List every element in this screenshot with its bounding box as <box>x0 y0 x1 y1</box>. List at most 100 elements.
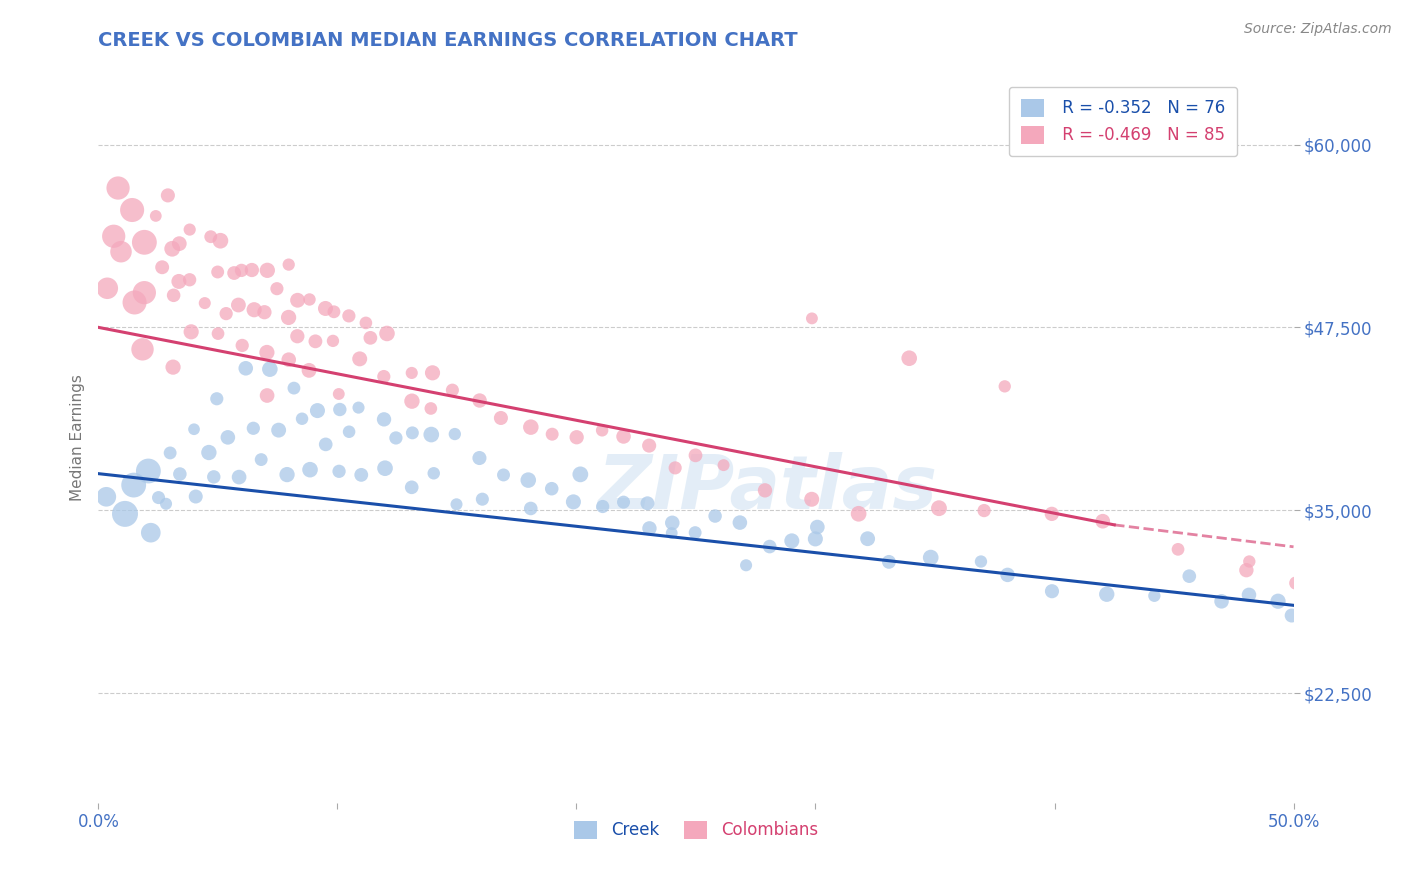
Point <box>169 467 191 481</box>
Point <box>401 480 423 494</box>
Point <box>1285 576 1308 591</box>
Point <box>307 403 329 417</box>
Point <box>565 430 588 444</box>
Point <box>520 420 543 434</box>
Point <box>267 423 290 437</box>
Point <box>114 507 136 521</box>
Point <box>1178 569 1201 583</box>
Point <box>167 275 190 289</box>
Point <box>314 301 336 316</box>
Point <box>1237 588 1260 602</box>
Point <box>228 470 250 484</box>
Point <box>169 236 191 251</box>
Point <box>373 412 395 426</box>
Point <box>259 362 281 376</box>
Point <box>374 461 396 475</box>
Point <box>970 555 993 569</box>
Point <box>304 334 326 349</box>
Point <box>121 202 143 217</box>
Point <box>562 495 585 509</box>
Point <box>183 422 205 436</box>
Point <box>96 490 118 504</box>
Point <box>780 533 803 548</box>
Point <box>877 555 900 569</box>
Point <box>422 366 444 380</box>
Legend: Creek, Colombians: Creek, Colombians <box>564 811 828 849</box>
Point <box>401 366 423 380</box>
Point <box>754 483 776 498</box>
Point <box>441 383 464 397</box>
Point <box>1095 587 1118 601</box>
Point <box>1091 514 1114 528</box>
Point <box>322 334 344 348</box>
Point <box>184 490 207 504</box>
Point <box>373 369 395 384</box>
Point <box>354 316 377 330</box>
Point <box>591 423 613 437</box>
Point <box>131 343 153 357</box>
Point <box>540 482 562 496</box>
Point <box>492 467 515 482</box>
Point <box>419 401 441 416</box>
Point <box>661 526 683 541</box>
Text: CREEK VS COLOMBIAN MEDIAN EARNINGS CORRELATION CHART: CREEK VS COLOMBIAN MEDIAN EARNINGS CORRE… <box>98 31 799 50</box>
Point <box>1167 542 1189 557</box>
Point <box>107 181 129 195</box>
Point <box>124 295 146 310</box>
Point <box>471 492 494 507</box>
Point <box>804 532 827 546</box>
Text: ZIPatlas: ZIPatlas <box>598 451 938 524</box>
Point <box>96 281 118 295</box>
Point <box>194 296 217 310</box>
Point <box>243 302 266 317</box>
Point <box>661 516 683 530</box>
Point <box>298 363 321 377</box>
Point <box>728 516 751 530</box>
Point <box>758 540 780 554</box>
Point <box>207 265 229 279</box>
Point <box>422 467 444 481</box>
Point <box>253 305 276 319</box>
Point <box>200 229 222 244</box>
Point <box>217 430 239 444</box>
Point <box>329 402 352 417</box>
Point <box>180 325 202 339</box>
Point <box>1040 507 1063 521</box>
Point <box>1040 584 1063 599</box>
Point <box>155 497 177 511</box>
Point <box>162 360 184 375</box>
Point <box>359 331 381 345</box>
Point <box>735 558 758 573</box>
Point <box>420 427 443 442</box>
Point <box>277 310 299 325</box>
Point <box>122 478 145 492</box>
Point <box>1234 563 1257 577</box>
Point <box>385 431 408 445</box>
Point <box>592 500 614 514</box>
Point <box>489 411 512 425</box>
Point <box>569 467 592 482</box>
Point <box>134 285 156 300</box>
Point <box>134 235 156 250</box>
Point <box>468 450 491 465</box>
Point <box>160 242 183 256</box>
Point <box>685 448 707 462</box>
Point <box>138 464 160 478</box>
Point <box>612 429 634 443</box>
Point <box>298 293 321 307</box>
Point <box>276 467 298 482</box>
Point <box>349 351 371 366</box>
Point <box>1281 608 1303 623</box>
Point <box>1239 554 1261 568</box>
Point <box>323 305 346 319</box>
Point <box>162 288 184 302</box>
Point <box>994 379 1017 393</box>
Point <box>337 425 360 439</box>
Point <box>207 326 229 341</box>
Point <box>283 381 305 395</box>
Point <box>179 222 201 236</box>
Point <box>328 387 350 401</box>
Point <box>287 293 309 308</box>
Point <box>228 298 250 312</box>
Point <box>328 464 350 478</box>
